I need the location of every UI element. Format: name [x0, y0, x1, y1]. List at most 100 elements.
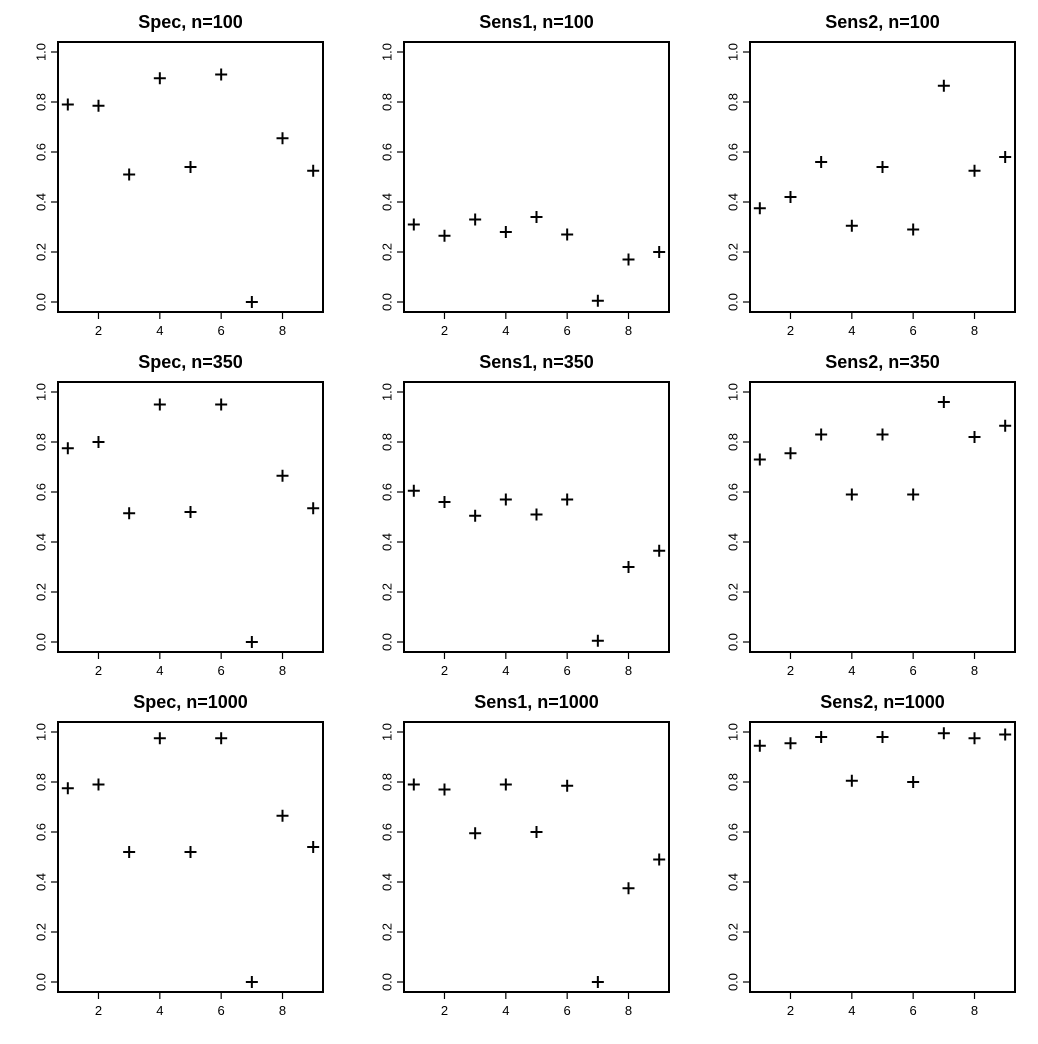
scatter-plot: 2 4 6 8 0.0 0.2 0.4 0.6 0.8 1.0: [379, 41, 670, 338]
data-point: [215, 732, 228, 745]
data-point: [561, 779, 574, 792]
data-point: [591, 634, 604, 647]
scatter-plot: 2 4 6 8 0.0 0.2 0.4 0.6 0.8 1.0: [33, 41, 324, 338]
data-point: [968, 732, 981, 745]
y-tick-label: 0.0: [725, 633, 740, 651]
data-point: [469, 827, 482, 840]
y-tick-label: 0.0: [379, 293, 394, 311]
data-point: [784, 191, 797, 203]
scatter-plot: 2 4 6 8 0.0 0.2 0.4 0.6 0.8 1.0: [725, 381, 1016, 678]
plot-frame: [57, 381, 324, 653]
data-point: [753, 739, 766, 752]
y-tick-label: 0.6: [33, 143, 48, 161]
x-tick-label: 4: [156, 323, 163, 338]
y-tick-label: 0.4: [379, 533, 394, 551]
x-tick-label: 6: [564, 1003, 571, 1018]
scatter-panel: Sens1, n=350 2 4 6 8 0.0 0.2 0.4 0.6 0.8 1.0: [346, 340, 692, 680]
y-tick-label: 0.2: [33, 243, 48, 261]
data-point: [407, 218, 420, 231]
y-tick-label: 0.8: [33, 773, 48, 791]
data-point: [123, 507, 136, 520]
x-tick-label: 8: [971, 323, 978, 338]
data-point: [815, 731, 828, 743]
y-tick-label: 1.0: [379, 723, 394, 741]
scatter-plot: 2 4 6 8 0.0 0.2 0.4 0.6 0.8 1.0: [725, 721, 1016, 1018]
x-tick-label: 6: [218, 323, 225, 338]
panel-title: Spec, n=100: [138, 12, 243, 32]
data-point: [469, 213, 482, 226]
x-tick-label: 6: [910, 663, 917, 678]
y-tick-label: 0.6: [725, 483, 740, 501]
panel-title: Sens2, n=1000: [820, 692, 945, 712]
y-tick-label: 0.0: [725, 973, 740, 991]
data-point: [61, 98, 74, 111]
y-tick-label: 0.4: [379, 873, 394, 891]
x-tick-label: 8: [971, 663, 978, 678]
y-tick-label: 0.8: [33, 433, 48, 451]
data-point: [438, 229, 451, 242]
data-point: [591, 976, 604, 988]
scatter-plot: 2 4 6 8 0.0 0.2 0.4 0.6 0.8 1.0: [379, 721, 670, 1018]
data-point: [407, 778, 420, 791]
scatter-plot: 2 4 6 8 0.0 0.2 0.4 0.6 0.8 1.0: [33, 381, 324, 678]
x-tick-label: 2: [95, 323, 102, 338]
data-point: [530, 826, 543, 838]
y-tick-label: 1.0: [725, 723, 740, 741]
y-tick-label: 0.2: [379, 243, 394, 261]
y-tick-label: 1.0: [33, 383, 48, 401]
data-point: [815, 428, 828, 441]
x-tick-label: 6: [564, 323, 571, 338]
y-tick-label: 0.0: [379, 633, 394, 651]
x-tick-label: 6: [910, 1003, 917, 1018]
panel-title: Sens1, n=350: [479, 352, 594, 372]
x-tick-label: 2: [441, 323, 448, 338]
y-tick-label: 0.6: [379, 823, 394, 841]
x-tick-label: 2: [787, 663, 794, 678]
y-tick-label: 0.2: [33, 923, 48, 941]
data-point: [968, 431, 981, 443]
y-tick-label: 0.2: [33, 583, 48, 601]
data-point: [530, 211, 543, 223]
y-tick-label: 0.4: [725, 193, 740, 211]
y-tick-label: 0.8: [33, 93, 48, 111]
x-tick-label: 6: [910, 323, 917, 338]
x-tick-label: 4: [848, 323, 855, 338]
data-point: [845, 219, 858, 232]
data-point: [307, 841, 320, 853]
scatter-panel: Spec, n=350 2 4 6 8 0.0 0.2 0.4 0.6 0.8 1.0: [0, 340, 346, 680]
data-point: [245, 976, 258, 988]
y-tick-label: 0.2: [379, 583, 394, 601]
data-point: [153, 72, 166, 85]
data-point: [499, 493, 512, 506]
data-point: [184, 846, 197, 858]
y-tick-label: 0.6: [33, 823, 48, 841]
data-point: [469, 509, 482, 522]
x-tick-label: 8: [279, 323, 286, 338]
data-point: [184, 506, 197, 518]
data-point: [276, 809, 289, 822]
x-tick-label: 8: [625, 1003, 632, 1018]
y-tick-label: 0.8: [725, 93, 740, 111]
y-tick-label: 0.2: [725, 923, 740, 941]
x-tick-label: 8: [971, 1003, 978, 1018]
x-tick-label: 8: [279, 1003, 286, 1018]
data-point: [499, 778, 512, 791]
data-point: [153, 732, 166, 745]
x-tick-label: 6: [564, 663, 571, 678]
x-tick-label: 4: [848, 663, 855, 678]
plot-frame: [403, 381, 670, 653]
plot-frame: [749, 41, 1016, 313]
y-tick-label: 0.4: [725, 873, 740, 891]
data-point: [937, 396, 950, 408]
y-tick-label: 0.4: [33, 873, 48, 891]
x-tick-label: 8: [625, 663, 632, 678]
x-tick-label: 6: [218, 663, 225, 678]
data-point: [245, 296, 258, 308]
data-point: [999, 151, 1012, 163]
data-point: [876, 731, 889, 743]
y-tick-label: 0.8: [379, 93, 394, 111]
y-tick-label: 0.6: [379, 143, 394, 161]
data-point: [561, 493, 574, 506]
x-tick-label: 8: [625, 323, 632, 338]
x-tick-label: 4: [502, 323, 509, 338]
